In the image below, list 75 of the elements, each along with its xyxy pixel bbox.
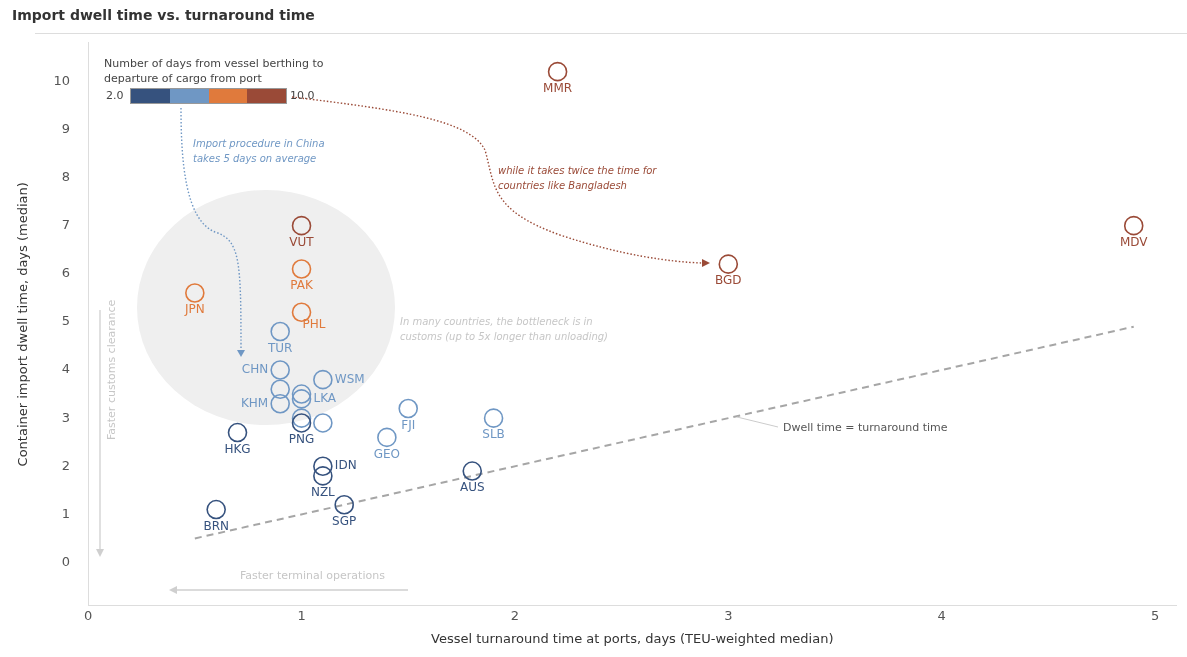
y-tick-label: 3 — [61, 409, 71, 425]
annotation: SLB — [482, 427, 505, 442]
annotation: PHL — [302, 317, 326, 332]
annotation: CHN — [241, 362, 269, 377]
annotation: PNG — [288, 432, 315, 447]
annotation: WSM — [334, 371, 365, 386]
point — [291, 215, 312, 236]
annotation: GEO — [373, 446, 401, 461]
annotation: 2.0 — [106, 88, 124, 103]
y-tick-label: 7 — [61, 217, 71, 233]
x-tick-label: 4 — [937, 607, 946, 623]
annotation: TUR — [266, 340, 293, 355]
point — [227, 422, 248, 443]
annotation: Faster customs clearance — [104, 299, 119, 440]
annotation: HKG — [224, 441, 251, 456]
point — [291, 413, 312, 433]
annotation: Import procedure in China takes 5 days on average — [193, 137, 326, 166]
y-tick-label: 9 — [61, 120, 71, 136]
annotation: FJI — [401, 417, 416, 432]
point — [398, 398, 419, 419]
annotation: JPN — [183, 302, 205, 317]
point — [334, 494, 354, 515]
x-tick-label: 1 — [297, 607, 306, 623]
point — [270, 393, 290, 414]
point — [377, 427, 397, 448]
point — [462, 461, 483, 481]
point — [547, 61, 568, 82]
y-tick-label: 8 — [61, 168, 71, 184]
y-tick-label: 6 — [61, 265, 71, 281]
annotation: LKA — [313, 391, 337, 406]
point — [313, 456, 333, 477]
point — [270, 379, 290, 400]
annotation: MDV — [1119, 234, 1149, 249]
point — [313, 413, 333, 433]
y-tick-label: 5 — [61, 313, 71, 329]
point — [313, 369, 333, 390]
annotation: Faster terminal operations — [240, 568, 386, 583]
point — [291, 408, 312, 428]
point — [291, 384, 312, 404]
point — [291, 259, 312, 279]
point — [483, 408, 504, 428]
annotation: MMR — [543, 80, 573, 95]
annotation: IDN — [334, 458, 357, 473]
point — [1123, 215, 1144, 236]
y-tick-label: 10 — [53, 72, 71, 88]
annotation: PAK — [290, 278, 314, 293]
annotation: VUT — [289, 234, 315, 249]
annotation: Number of days from vessel berthing to departure of cargo from port — [104, 56, 325, 86]
point — [291, 389, 312, 409]
annotation: BGD — [715, 273, 742, 288]
series-label: Dwell time = turnaround time — [783, 420, 948, 435]
y-tick-label: 2 — [61, 457, 71, 473]
annotation: BRN — [203, 518, 229, 533]
x-tick-label: 0 — [84, 607, 93, 623]
point — [270, 321, 290, 342]
annotation: while it takes twice the time for countries like Bangladesh — [498, 164, 658, 193]
x-tick-label: 2 — [510, 607, 520, 623]
point — [185, 283, 205, 303]
y-tick-label: 1 — [61, 505, 71, 521]
annotation: 10.0 — [290, 88, 315, 103]
point — [270, 360, 290, 380]
annotation: SGP — [332, 513, 357, 528]
point — [206, 499, 226, 520]
x-tick-label: 5 — [1150, 607, 1160, 623]
y-axis-title: Container import dwell time, days (median) — [15, 182, 31, 467]
annotation: NZL — [310, 485, 336, 499]
annotation: AUS — [459, 480, 485, 495]
point — [718, 254, 739, 274]
annotation: KHM — [240, 395, 269, 410]
chart-title: Import dwell time vs. turnaround time — [12, 7, 315, 24]
x-axis-title: Vessel turnaround time at ports, days (TEU-weighted median) — [431, 630, 834, 646]
y-tick-label: 4 — [61, 361, 71, 377]
point — [313, 466, 333, 486]
y-tick-label: 0 — [61, 553, 71, 569]
x-tick-label: 3 — [724, 607, 733, 623]
